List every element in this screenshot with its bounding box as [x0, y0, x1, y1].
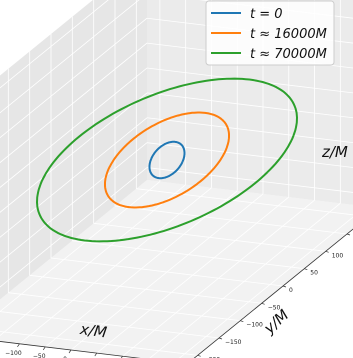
y-tick-label: 100 — [332, 252, 344, 259]
legend: t = 0 t ≈ 16000M t ≈ 70000M — [205, 0, 335, 66]
y-tick-mark — [218, 337, 223, 340]
x-tick-label: −100 — [5, 350, 22, 357]
grid-line — [0, 0, 109, 89]
y-tick-label: −100 — [246, 322, 263, 329]
grid-line — [0, 0, 140, 114]
orbit-series-2 — [104, 111, 230, 209]
grid-line — [114, 205, 348, 235]
side-pane — [0, 0, 147, 300]
orbit-series-3 — [36, 77, 298, 243]
x-tick-label: 0 — [63, 356, 67, 358]
orbit-curves — [36, 77, 298, 243]
y-tick-mark — [282, 285, 287, 288]
y-tick-label: −150 — [225, 339, 242, 346]
legend-label-series-3: t ≈ 70000M — [250, 47, 327, 62]
y-tick-label: −200 — [204, 356, 221, 358]
y-tick-mark — [261, 303, 265, 305]
legend-box — [205, 0, 335, 66]
y-tick-mark — [346, 233, 351, 236]
x-tick-mark — [68, 349, 72, 354]
y-tick-mark — [197, 355, 201, 357]
legend-label-series-1: t = 0 — [250, 7, 283, 22]
grid-line — [178, 216, 353, 358]
x-tick-mark — [42, 346, 46, 351]
y-tick-label: −50 — [268, 304, 281, 311]
y-tick-label: 0 — [289, 287, 293, 294]
y-tick-mark — [240, 320, 244, 322]
legend-label-series-2: t ≈ 16000M — [250, 27, 327, 42]
y-axis-ticks: −200−150−100−50050100150200 — [197, 233, 351, 358]
x-tick-mark — [17, 343, 20, 347]
y-tick-mark — [304, 268, 308, 270]
floor-pane — [0, 180, 353, 358]
y-tick-mark — [325, 251, 329, 253]
x-tick-mark — [94, 352, 98, 357]
y-tick-label: 50 — [310, 270, 318, 277]
grid-line — [136, 188, 353, 216]
orbit-series-1 — [148, 140, 186, 180]
x-axis-label: x/M — [78, 320, 108, 342]
z-axis-label: z/M — [321, 143, 348, 161]
x-tick-label: −50 — [33, 353, 46, 358]
y-axis-label: y/M — [260, 306, 293, 338]
